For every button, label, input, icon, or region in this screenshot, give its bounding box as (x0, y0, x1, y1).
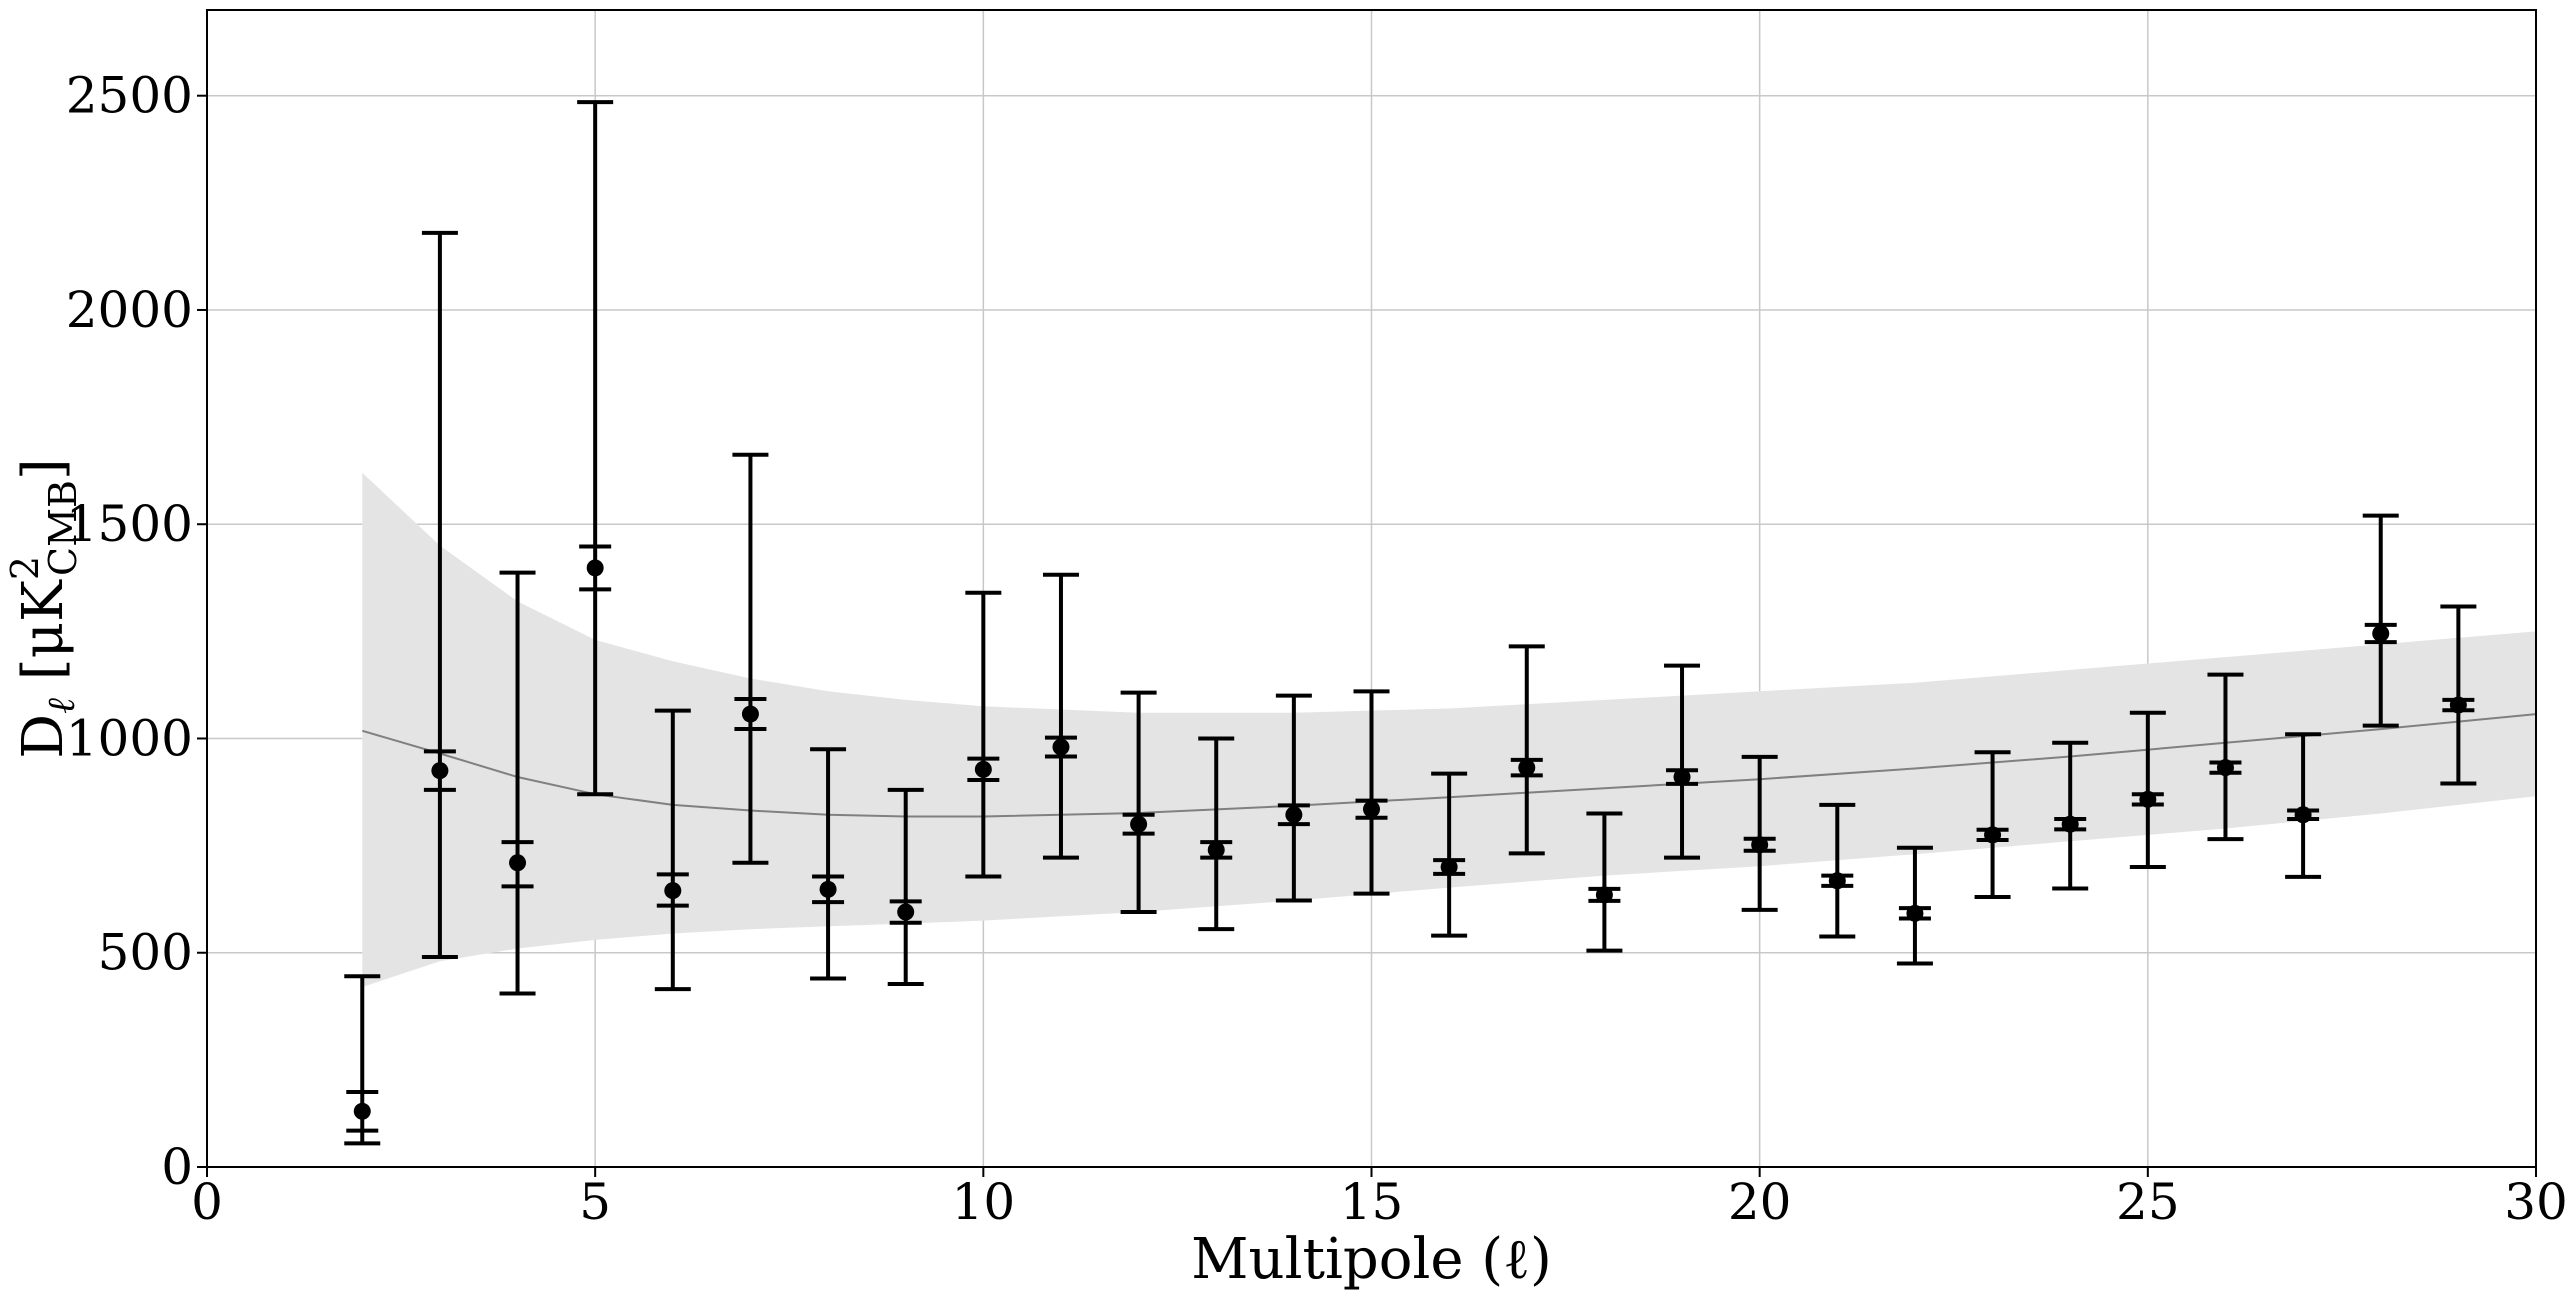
x-axis-title: Multipole (ℓ) (1191, 1227, 1552, 1292)
data-point (2139, 790, 2157, 808)
data-point (1906, 904, 1924, 922)
data-point-group (499, 570, 536, 996)
data-point (1673, 768, 1691, 786)
tick-layer: 0 5 10 15 20 25 30 0 500 1000 1500 2000 2500 (66, 67, 2568, 1231)
y-axis-title-main: D (11, 714, 76, 759)
data-point-group (1664, 663, 1701, 860)
y-tick-label: 1000 (66, 709, 193, 767)
data-point-group (887, 787, 924, 987)
data-point-group (732, 452, 769, 865)
data-point (2372, 624, 2390, 642)
data-point (1984, 826, 2002, 844)
data-point-group (2362, 513, 2399, 728)
data-point-group (2285, 732, 2322, 879)
data-point (2061, 815, 2079, 833)
data-point-group (1586, 811, 1623, 953)
data-point (741, 705, 759, 723)
data-point (1518, 759, 1536, 777)
points-layer (344, 100, 2477, 1146)
data-point (974, 760, 992, 778)
data-point (1207, 841, 1225, 859)
y-axis-title-unit: [μK (11, 579, 76, 698)
y-axis-title-unit-sub: CMB (41, 480, 85, 576)
data-point-group (344, 974, 381, 1146)
x-tick-label: 10 (952, 1173, 1016, 1231)
data-point (819, 880, 837, 898)
data-point-group (1896, 845, 1933, 966)
x-tick-label: 15 (1340, 1173, 1404, 1231)
x-tick-label: 5 (579, 1173, 611, 1231)
data-point (431, 762, 449, 780)
data-point (509, 854, 527, 872)
y-axis-title: Dℓ [μK2CMB] (3, 458, 85, 759)
data-point-group (421, 230, 458, 960)
data-point-group (654, 708, 691, 992)
data-point-group (1275, 693, 1312, 903)
data-point-group (1353, 689, 1390, 896)
data-point (1285, 806, 1303, 824)
y-tick-label: 0 (161, 1138, 193, 1196)
data-point (586, 559, 604, 577)
data-point (1595, 886, 1613, 904)
data-point-group (965, 590, 1002, 879)
data-point-group (577, 100, 614, 797)
data-point-group (810, 747, 847, 981)
data-point (1828, 872, 1846, 890)
data-point (353, 1102, 371, 1120)
data-point (664, 882, 682, 900)
data-point-group (1198, 736, 1235, 932)
data-point (2294, 806, 2312, 824)
y-tick-label: 1500 (66, 495, 193, 553)
y-axis-title-unit-close: ] (11, 458, 76, 480)
y-axis-title-unit-sup: 2 (3, 556, 47, 580)
x-tick-label: 30 (2504, 1173, 2568, 1231)
data-point (2216, 759, 2234, 777)
data-point-group (2129, 710, 2166, 870)
data-point-group (1974, 750, 2011, 900)
x-tick-label: 20 (1728, 1173, 1792, 1231)
data-point (897, 903, 915, 921)
x-tick-label: 25 (2116, 1173, 2180, 1231)
data-point-group (2440, 604, 2477, 786)
y-tick-label: 2500 (66, 67, 193, 125)
data-point (2449, 696, 2467, 714)
y-tick-label: 2000 (66, 281, 193, 339)
data-point-group (2207, 672, 2244, 842)
data-point (1440, 858, 1458, 876)
data-point-group (1508, 644, 1545, 856)
data-point-group (1741, 754, 1778, 912)
data-point-group (1431, 771, 1468, 938)
data-point-group (1120, 690, 1157, 915)
grid-layer (207, 10, 2536, 1167)
y-tick-label: 500 (98, 924, 193, 982)
data-point (1052, 738, 1070, 756)
y-axis-title-sub: ℓ (39, 698, 83, 714)
data-point-group (1819, 802, 1856, 939)
x-tick-label: 0 (191, 1173, 223, 1231)
data-point-group (2052, 740, 2089, 891)
data-point (1130, 815, 1148, 833)
data-point (1363, 800, 1380, 818)
data-point (1751, 836, 1769, 854)
data-point-group (1042, 572, 1079, 860)
